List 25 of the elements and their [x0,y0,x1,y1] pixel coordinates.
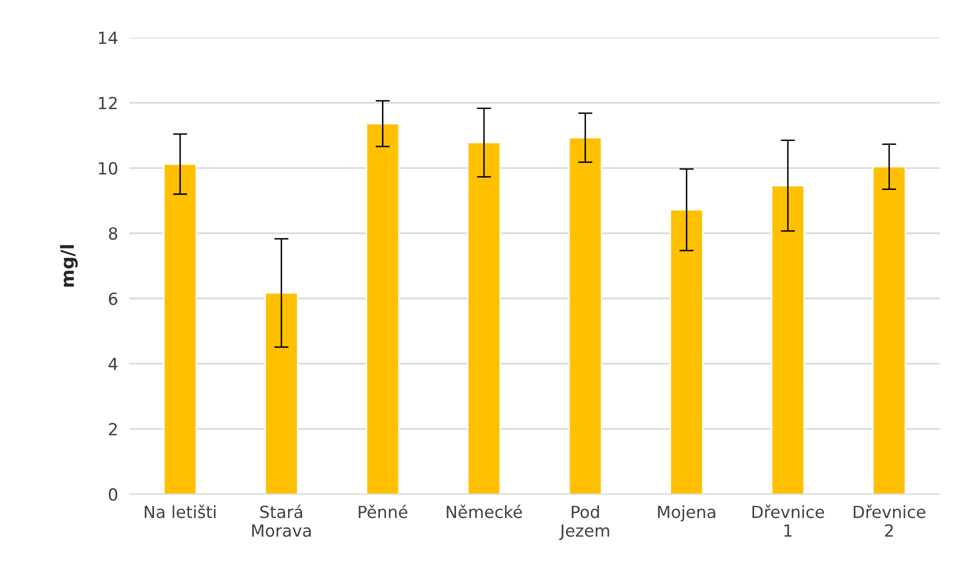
x-tick-label: Pěnné [358,504,408,518]
bar [670,209,704,494]
x-tick-label: Dřevnice 2 [854,504,926,537]
bar [568,137,602,494]
y-tick-label: 0 [108,488,118,501]
y-tick-label: 12 [98,96,117,110]
x-tick-label: Pod Jezem [559,505,610,540]
bar [264,292,298,494]
bar [467,142,501,494]
x-tick-label: Dřevnice 1 [752,504,824,537]
y-tick-label: 8 [108,227,118,240]
y-tick-label: 4 [108,358,118,370]
y-axis-title: mg/l [60,245,78,287]
bar [366,122,400,494]
bar [163,163,198,494]
bar [770,184,805,494]
x-tick-label: Na letišti [144,504,216,518]
x-tick-label: Stará Morava [252,504,311,537]
y-tick-label: 14 [98,32,118,44]
y-tick-label: 6 [108,292,118,306]
x-tick-label: Německé [446,504,522,518]
x-tick-label: Mojena [658,505,716,522]
y-tick-label: 10 [98,162,118,175]
y-tick-label: 2 [108,422,117,436]
bar [872,166,906,494]
